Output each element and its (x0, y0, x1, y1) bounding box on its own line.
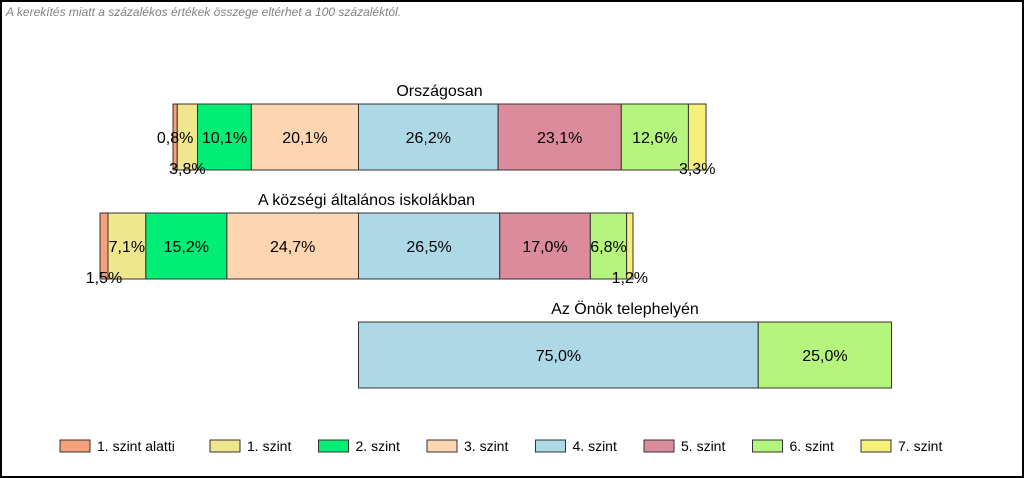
bar-segment-1-4 (358, 212, 501, 280)
legend-swatch-3 (426, 439, 458, 453)
titles-layer: Országosan A községi általános iskolákban… (258, 83, 699, 318)
data-label-2-6: 25,0% (802, 348, 847, 365)
data-label-0-3: 20,1% (282, 130, 327, 147)
data-label-0-4: 26,2% (406, 130, 451, 147)
data-label-1-0: 1,5% (86, 270, 122, 287)
data-label-0-2: 10,1% (202, 130, 247, 147)
bars-layer (99, 103, 892, 389)
bar-segment-0-7 (687, 103, 707, 171)
bar-segment-1-1 (107, 212, 147, 280)
bar-segment-1-7 (626, 212, 634, 280)
legend-label-7: 7. szint (898, 438, 942, 454)
data-label-1-1: 7,1% (109, 239, 145, 256)
legend-swatch-2 (318, 439, 349, 453)
data-label-1-5: 17,0% (522, 239, 567, 256)
legend-swatch-0 (59, 439, 91, 453)
data-label-0-0: 0,8% (157, 130, 193, 147)
legend-swatch-4 (535, 439, 566, 453)
data-label-1-7: 1,2% (612, 270, 648, 287)
legend-swatch-1 (209, 439, 241, 453)
legend-label-6: 6. szint (790, 438, 834, 454)
data-label-0-7: 3,3% (679, 161, 715, 178)
legend-label-2: 2. szint (356, 438, 400, 454)
data-label-0-1: 3,8% (169, 161, 205, 178)
legend-label-1: 1. szint (247, 438, 291, 454)
data-label-1-4: 26,5% (406, 239, 451, 256)
data-label-0-5: 23,1% (537, 130, 582, 147)
data-label-1-6: 6,8% (590, 239, 626, 256)
bar-segment-0-6 (620, 103, 689, 171)
rounding-note: A kerekítés miatt a százalékos értékek ö… (6, 5, 402, 19)
category-title-0: Országosan (396, 83, 482, 100)
legend-swatch-7 (860, 439, 892, 453)
category-title-2: Az Önök telephelyén (551, 300, 699, 318)
legend-label-5: 5. szint (681, 438, 725, 454)
data-label-1-2: 15,2% (164, 239, 209, 256)
legend-label-4: 4. szint (573, 438, 617, 454)
bar-segment-1-6 (589, 212, 628, 280)
bar-segment-1-5 (499, 212, 591, 280)
data-label-1-3: 24,7% (270, 239, 315, 256)
bar-segment-0-5 (497, 103, 622, 171)
bar-segment-1-3 (226, 212, 359, 280)
bar-segment-2-6 (757, 321, 892, 389)
labels-layer: 0,8% 3,8% 10,1% 20,1% 26,2% 23,1% 12,6%3,3% 1,5… (86, 130, 848, 365)
legend-swatch-6 (752, 439, 783, 453)
legend-label-0: 1. szint alatti (97, 438, 175, 454)
legend-swatch-5 (643, 439, 675, 453)
legend-label-3: 3. szint (464, 438, 508, 454)
category-title-1: A községi általános iskolákban (258, 192, 475, 209)
bar-segment-0-2 (197, 103, 252, 171)
data-label-0-6: 12,6% (632, 130, 677, 147)
legend: 1. szint alatti 1. szint 2. szint 3. szint 4… (59, 438, 942, 454)
bar-segment-0-3 (250, 103, 359, 171)
data-label-2-4: 75,0% (536, 348, 581, 365)
